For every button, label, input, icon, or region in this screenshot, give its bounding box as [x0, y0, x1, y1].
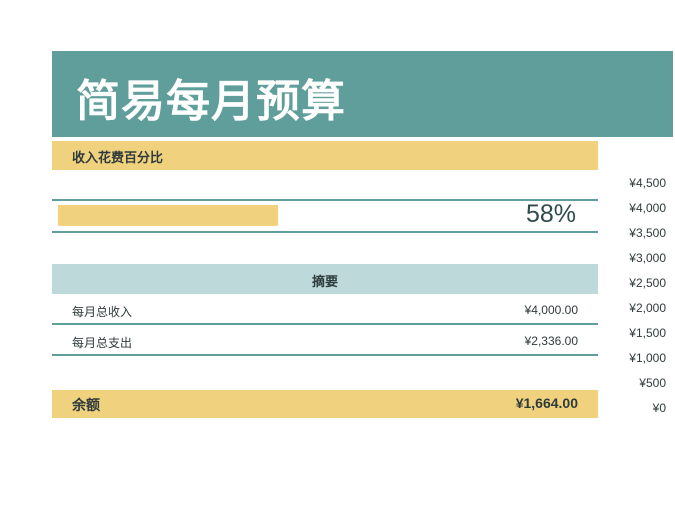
- axis-tick-label: ¥500: [639, 376, 666, 390]
- summary-title: 摘要: [311, 275, 338, 290]
- axis-tick-label: ¥4,000: [629, 201, 666, 215]
- summary-row-expense: 每月总支出 ¥2,336.00: [52, 327, 598, 355]
- divider-bottom: [52, 231, 598, 233]
- axis-tick-label: ¥0: [652, 401, 666, 415]
- income-value: ¥4,000.00: [524, 303, 578, 317]
- income-label: 每月总收入: [72, 305, 133, 319]
- axis-tick-label: ¥2,000: [629, 301, 666, 315]
- balance-row: 余额 ¥1,664.00: [52, 390, 598, 418]
- balance-label: 余额: [72, 398, 100, 414]
- summary-row-income: 每月总收入 ¥4,000.00: [52, 296, 598, 324]
- value-axis: ¥4,500 ¥4,000 ¥3,500 ¥3,000 ¥2,500 ¥2,000 ¥1,5…: [600, 170, 666, 420]
- title-banner: 简易每月预算: [52, 51, 673, 137]
- expense-value: ¥2,336.00: [524, 334, 578, 348]
- balance-value: ¥1,664.00: [515, 395, 578, 411]
- percent-section-title: 收入花费百分比: [72, 151, 164, 166]
- axis-tick-label: ¥3,000: [629, 251, 666, 265]
- percent-bar-fill: [58, 205, 279, 226]
- row-divider-1: [52, 323, 598, 325]
- axis-tick-label: ¥2,500: [629, 276, 666, 290]
- axis-tick-label: ¥3,500: [629, 226, 666, 240]
- axis-tick-label: ¥1,500: [629, 326, 666, 340]
- axis-tick-label: ¥1,000: [629, 351, 666, 365]
- percent-bar: [58, 205, 438, 226]
- expense-label: 每月总支出: [72, 336, 133, 350]
- percent-value: 58%: [525, 200, 576, 228]
- percent-section-header: 收入花费百分比: [52, 141, 598, 170]
- axis-tick-label: ¥4,500: [629, 176, 666, 190]
- row-divider-2: [52, 354, 598, 356]
- summary-header: 摘要: [52, 264, 598, 294]
- divider-top: [52, 199, 598, 201]
- page-title: 简易每月预算: [76, 76, 346, 127]
